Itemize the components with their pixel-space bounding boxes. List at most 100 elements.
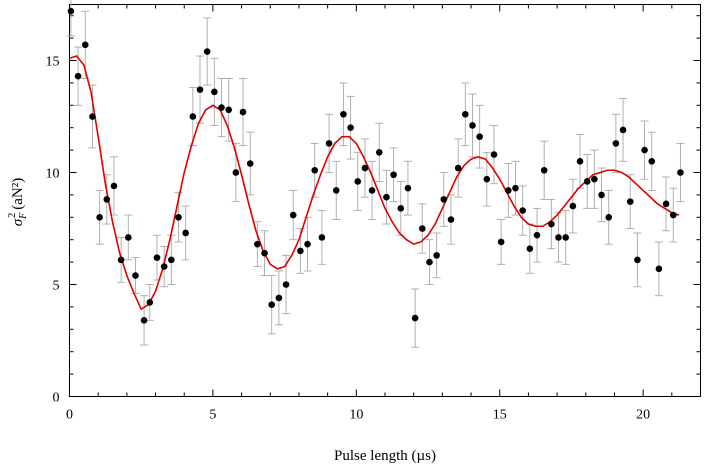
y-tick-label: 10	[46, 167, 60, 182]
data-point	[275, 294, 283, 302]
data-point	[390, 171, 397, 179]
data-point	[454, 164, 462, 172]
data-point	[232, 169, 240, 176]
y-axis-title-symbol: σ	[10, 218, 26, 226]
y-axis-title-unit: (aN²)	[10, 178, 26, 210]
y-tick-label: 0	[53, 391, 60, 406]
data-point	[418, 225, 426, 232]
data-point	[74, 72, 82, 80]
x-axis: 0 5 10 15 20	[66, 4, 701, 423]
data-point	[612, 140, 620, 147]
data-point	[239, 108, 247, 116]
data-point	[505, 187, 512, 194]
data-point	[218, 104, 225, 111]
data-point	[669, 211, 677, 219]
data-point	[110, 182, 118, 190]
data-point	[117, 256, 125, 264]
data-point	[289, 211, 297, 219]
data-point	[619, 126, 627, 134]
x-tick-label: 5	[209, 408, 216, 423]
data-point	[254, 240, 261, 248]
y-axis-title: σF2 (aN²)	[7, 178, 29, 227]
data-point	[533, 231, 541, 239]
y-tick-label: 15	[46, 55, 60, 70]
x-tick-label: 0	[66, 408, 73, 423]
data-point	[89, 113, 96, 120]
y-tick-label: 5	[53, 279, 60, 294]
data-point	[433, 252, 440, 259]
data-point	[153, 254, 161, 261]
fit-curve	[69, 55, 680, 311]
data-point	[662, 200, 670, 208]
data-point	[655, 265, 663, 273]
data-point	[282, 281, 290, 288]
data-point	[261, 249, 268, 257]
plot-frame	[69, 4, 701, 397]
data-point	[332, 187, 340, 194]
data-point	[519, 207, 526, 214]
data-point	[196, 86, 204, 93]
data-point	[598, 191, 605, 199]
data-point	[404, 184, 412, 192]
data-point	[490, 151, 498, 158]
data-point	[297, 247, 304, 255]
data-point	[469, 122, 476, 129]
data-point	[160, 263, 168, 270]
data-point	[146, 299, 154, 306]
data-point	[447, 216, 455, 223]
data-point	[562, 234, 569, 241]
data-point	[626, 198, 634, 205]
y-axis-title-superscript: 2	[7, 213, 18, 218]
data-point	[311, 166, 319, 174]
data-point	[591, 175, 598, 183]
data-point	[540, 166, 548, 174]
data-point	[225, 106, 232, 114]
data-point	[605, 214, 613, 221]
data-point	[462, 110, 469, 118]
data-point	[440, 196, 448, 203]
data-point	[555, 234, 562, 241]
error-bars	[66, 0, 685, 348]
data-point	[175, 214, 182, 221]
data-point	[318, 234, 326, 241]
data-point	[304, 240, 311, 248]
y-axis: 0 5 10 15	[46, 15, 701, 406]
data-point	[354, 178, 362, 185]
data-point	[81, 41, 89, 49]
data-point	[426, 258, 433, 266]
data-point	[347, 124, 354, 131]
data-point	[677, 169, 684, 176]
data-point	[648, 158, 656, 165]
x-tick-label: 20	[636, 408, 650, 423]
data-point	[569, 202, 577, 210]
data-point	[361, 164, 369, 172]
data-point	[124, 234, 132, 241]
data-point	[368, 187, 376, 194]
data-point	[203, 48, 211, 55]
x-axis-title: Pulse length (µs)	[334, 448, 436, 464]
data-point	[634, 256, 641, 264]
data-point	[168, 256, 175, 264]
data-point	[383, 193, 390, 201]
data-point	[476, 133, 483, 140]
data-point	[548, 220, 555, 228]
data-point	[641, 146, 648, 154]
data-point	[189, 113, 197, 120]
data-point	[246, 160, 254, 167]
data-point	[268, 301, 276, 308]
data-points	[67, 7, 684, 324]
data-point	[103, 196, 111, 203]
data-point	[583, 178, 591, 185]
y-axis-title-subscript: F	[18, 212, 29, 220]
data-point	[497, 238, 505, 246]
data-point	[397, 205, 405, 212]
data-point	[483, 175, 491, 183]
data-point	[182, 229, 189, 237]
data-point	[140, 317, 148, 324]
x-tick-label: 10	[349, 408, 363, 423]
data-point	[96, 214, 103, 221]
data-point	[526, 245, 534, 252]
data-point	[576, 158, 584, 165]
data-point	[375, 149, 383, 156]
